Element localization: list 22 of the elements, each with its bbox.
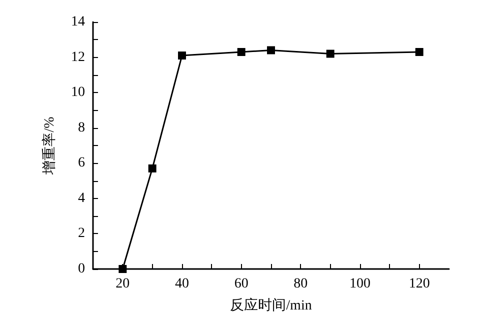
point <box>415 48 424 56</box>
x-tick-label: 40 <box>175 276 189 292</box>
x-axis-title: 反应时间/min <box>230 298 312 314</box>
y-tick-label: 4 <box>78 190 85 206</box>
y-tick-label: 0 <box>78 262 85 276</box>
y-tick-label: 6 <box>78 156 85 171</box>
x-tick-label: 60 <box>234 276 248 292</box>
y-tick-label: 10 <box>71 85 85 100</box>
x-tick-label: 80 <box>294 276 308 292</box>
point <box>267 46 275 54</box>
x-tick-label: 20 <box>116 276 130 292</box>
y-axis-title: 增重率/% <box>42 116 58 176</box>
point <box>237 48 246 56</box>
point <box>326 50 334 58</box>
point <box>178 52 186 60</box>
y-tick-label: 12 <box>71 50 85 65</box>
y-tick-label: 2 <box>78 226 85 242</box>
point <box>148 164 156 172</box>
y-tick-label: 8 <box>78 120 85 136</box>
x-tick-label: 120 <box>408 276 430 292</box>
x-tick-label: 100 <box>350 276 370 292</box>
y-tick-label: 14 <box>71 14 85 30</box>
